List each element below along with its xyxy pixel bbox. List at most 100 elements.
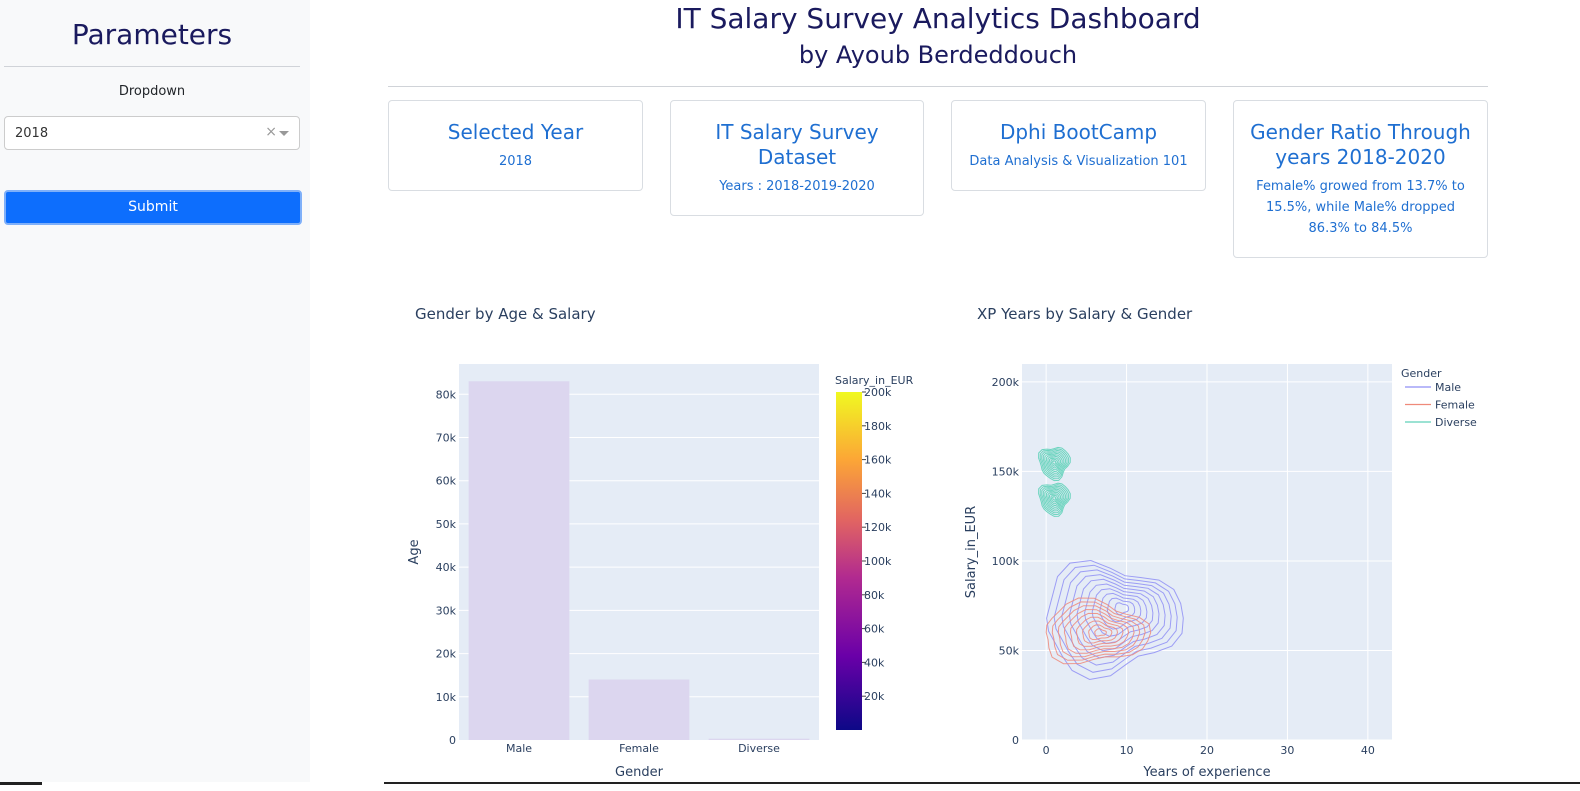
- contour-chart-title: XP Years by Salary & Gender: [977, 305, 1193, 323]
- colorbar-tick-label: 180k: [864, 420, 892, 433]
- page-subtitle: by Ayoub Berdeddouch: [798, 41, 1078, 69]
- chevron-down-icon[interactable]: [279, 131, 289, 136]
- card-gender-ratio: Gender Ratio Through years 2018-2020 Fem…: [1233, 100, 1488, 258]
- clear-icon[interactable]: ×: [265, 124, 277, 140]
- contour-line-diverse: [1045, 454, 1063, 473]
- card-title: IT Salary Survey Dataset: [715, 120, 879, 169]
- dropdown-value: 2018: [15, 126, 49, 141]
- card-dataset: IT Salary Survey Dataset Years : 2018-20…: [670, 100, 924, 216]
- contour-line-female: [1094, 628, 1107, 637]
- contour-y-tick-label: 50k: [999, 644, 1020, 657]
- contour-x-tick-label: 40: [1361, 744, 1375, 757]
- bar-y-tick-label: 50k: [436, 518, 457, 531]
- bar-male: [468, 381, 570, 740]
- contour-line-female: [1057, 605, 1141, 658]
- colorbar-tick-label: 40k: [864, 656, 885, 669]
- bar-chart-title: Gender by Age & Salary: [415, 305, 596, 323]
- contour-line-diverse: [1049, 457, 1060, 469]
- colorbar-tick-label: 160k: [864, 454, 892, 467]
- year-dropdown[interactable]: 2018 ×: [4, 116, 300, 150]
- page-title: IT Salary Survey Analytics Dashboard: [675, 2, 1201, 35]
- contour-line-diverse: [1044, 488, 1065, 510]
- contour-chart: 0 50k 100k 150k 200k 0 10 20 30 40 Years of expe…: [964, 364, 1477, 780]
- bar-y-tick-label: 60k: [436, 475, 457, 488]
- contour-line-female: [1075, 616, 1124, 647]
- contour-x-tick-label: 10: [1120, 744, 1134, 757]
- submit-button[interactable]: Submit: [4, 190, 302, 225]
- colorbar-tick-label: 140k: [864, 487, 892, 500]
- legend-item-female: Female: [1435, 399, 1475, 412]
- contour-line-female: [1082, 620, 1119, 644]
- card-text: Female% growed from 13.7% to 15.5%, whil…: [1256, 179, 1465, 236]
- contour-y-tick-label: 0: [1012, 734, 1019, 747]
- contour-line-male: [1114, 602, 1130, 616]
- card-text: Data Analysis & Visualization 101: [969, 154, 1188, 169]
- contour-line-diverse: [1041, 449, 1068, 478]
- legend-title: Gender: [1401, 367, 1442, 380]
- contour-x-tick-label: 20: [1200, 744, 1214, 757]
- bar-y-tick-label: 30k: [436, 604, 457, 617]
- card-title: Gender Ratio Through years 2018-2020: [1250, 120, 1471, 169]
- scrollbar-left: [0, 782, 42, 785]
- contour-line-diverse: [1052, 496, 1057, 501]
- bar-x-tick-label: Male: [506, 742, 532, 755]
- colorbar-tick-label: 200k: [864, 386, 892, 399]
- bar-diverse: [708, 738, 810, 740]
- contour-line-diverse: [1050, 458, 1058, 467]
- card-selected-year: Selected Year 2018: [388, 100, 643, 191]
- bar-x-tick-label: Female: [619, 742, 659, 755]
- bar-y-tick-label: 40k: [436, 561, 457, 574]
- contour-y-axis-label: Salary_in_EUR: [964, 506, 979, 598]
- colorbar-tick-label: 120k: [864, 521, 892, 534]
- colorbar-tick-label: 80k: [864, 589, 885, 602]
- colorbar-tick-label: 60k: [864, 623, 885, 636]
- contour-line-male: [1091, 588, 1148, 637]
- legend-item-male: Male: [1435, 381, 1461, 394]
- contour-line-diverse: [1044, 452, 1065, 474]
- contour-line-diverse: [1039, 448, 1070, 480]
- contour-line-diverse: [1042, 451, 1066, 476]
- contour-line-diverse: [1047, 491, 1062, 506]
- sidebar-divider: [4, 66, 300, 67]
- bar-x-axis-label: Gender: [615, 765, 664, 780]
- scrollbar-right: [384, 782, 1580, 784]
- bar-y-axis-label: Age: [407, 539, 422, 564]
- colorbar-tick-label: 100k: [864, 555, 892, 568]
- card-bootcamp: Dphi BootCamp Data Analysis & Visualizat…: [951, 100, 1206, 191]
- contour-line-diverse: [1038, 482, 1071, 517]
- contour-line-female: [1051, 601, 1146, 661]
- contour-y-tick-label: 100k: [992, 555, 1020, 568]
- contour-line-diverse: [1038, 446, 1071, 482]
- bar-y-tick-label: 80k: [436, 388, 457, 401]
- contour-line-diverse: [1052, 460, 1057, 465]
- contour-line-female: [1069, 612, 1130, 651]
- colorbar-title: Salary_in_EUR: [835, 374, 914, 387]
- contour-line-female: [1063, 608, 1135, 654]
- contour-x-tick-label: 0: [1043, 744, 1050, 757]
- contour-line-male: [1084, 583, 1154, 645]
- bar-y-tick-label: 0: [449, 734, 456, 747]
- contour-line-male: [1046, 559, 1184, 681]
- card-text: Years : 2018-2019-2020: [719, 179, 875, 194]
- bar-y-tick-label: 70k: [436, 431, 457, 444]
- contour-line-diverse: [1045, 490, 1063, 508]
- bar-x-tick-label: Diverse: [738, 742, 780, 755]
- contour-line-diverse: [1049, 493, 1060, 505]
- bar-chart: 0 10k 20k 30k 40k 50k 60k 70k 80k Male Female Dive…: [407, 364, 914, 780]
- card-text: 2018: [498, 154, 533, 169]
- contour-y-tick-label: 200k: [992, 376, 1020, 389]
- contour-y-tick-label: 150k: [992, 465, 1020, 478]
- contour-x-tick-label: 30: [1280, 744, 1294, 757]
- contour-line-female: [1088, 624, 1113, 641]
- contour-line-diverse: [1041, 485, 1068, 514]
- bar-y-tick-label: 20k: [436, 648, 457, 661]
- contour-line-diverse: [1050, 494, 1058, 503]
- contour-line-male: [1099, 592, 1142, 630]
- contour-line-male: [1053, 564, 1178, 673]
- colorbar-tick-label: 20k: [864, 690, 885, 703]
- bar-y-tick-label: 10k: [436, 691, 457, 704]
- bottom-edge: [0, 782, 1580, 791]
- sidebar-title: Parameters: [71, 18, 233, 51]
- dropdown-label: Dropdown: [118, 84, 186, 99]
- contour-line-diverse: [1047, 455, 1062, 471]
